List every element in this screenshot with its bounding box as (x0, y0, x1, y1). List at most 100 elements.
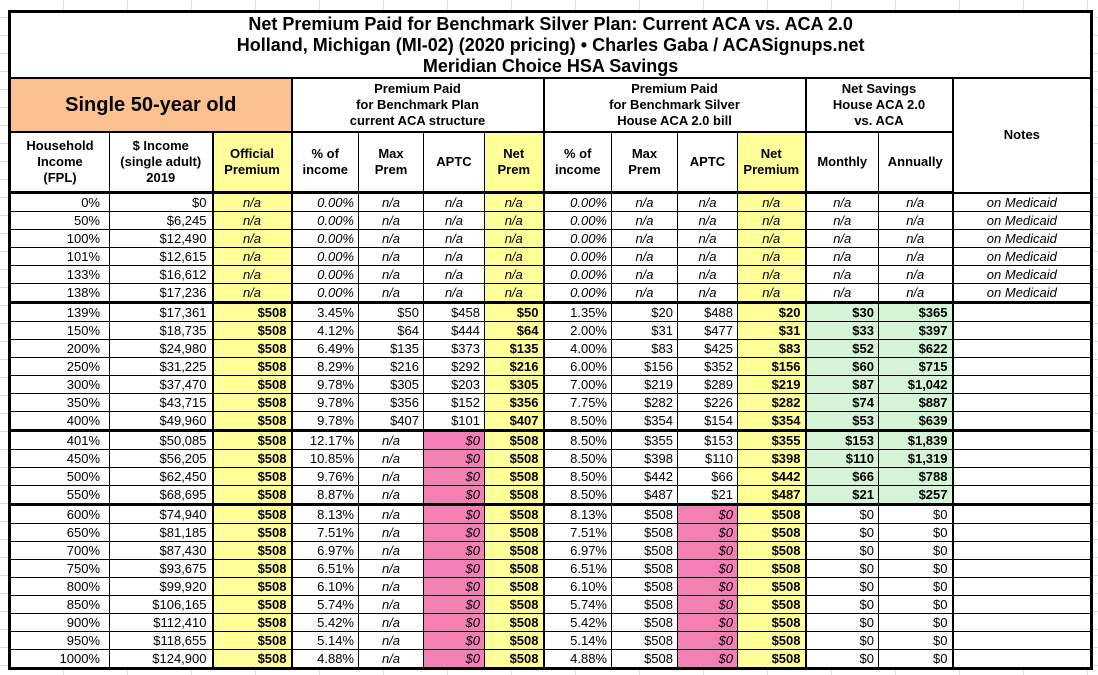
cell-savings-annually: $257 (878, 485, 953, 505)
cell-house-net-premium: $508 (737, 577, 806, 596)
cell-official-premium: $508 (211, 449, 292, 468)
cell-house-pct-income: 8.50% (542, 411, 612, 431)
cell-savings-annually: $0 (878, 559, 953, 578)
cell-aca-pct-income: 6.51% (290, 559, 359, 578)
cell-aca-pct-income: 5.14% (290, 631, 359, 650)
cell-note (951, 411, 1093, 431)
cell-aca-max-prem: n/a (358, 192, 424, 212)
cell-aca-aptc: n/a (423, 211, 485, 230)
cell-official-premium: $508 (211, 649, 292, 669)
cell-aca-net-prem: $135 (484, 339, 544, 358)
cell-house-pct-income: 1.35% (542, 301, 612, 322)
cell-fpl: 550% (9, 485, 110, 505)
notes-header: Notes (951, 77, 1093, 194)
cell-house-max-prem: $83 (611, 339, 678, 358)
cell-savings-annually: $0 (878, 613, 953, 632)
cell-aca-max-prem: $216 (358, 357, 424, 376)
cell-note (951, 559, 1093, 578)
cell-aca-net-prem: $508 (484, 577, 544, 596)
cell-house-max-prem: $442 (611, 467, 678, 486)
cell-aca-max-prem: n/a (358, 429, 424, 450)
cell-savings-monthly: $30 (804, 301, 879, 322)
cell-savings-annually: $622 (878, 339, 953, 358)
cell-house-max-prem: $355 (611, 429, 678, 450)
cell-house-aptc: n/a (677, 211, 738, 230)
cell-savings-annually: n/a (878, 247, 953, 266)
cell-house-net-premium: $508 (737, 503, 806, 524)
cell-fpl: 600% (9, 503, 110, 524)
cell-aca-pct-income: 9.78% (290, 411, 359, 431)
cell-aca-net-prem: $508 (484, 613, 544, 632)
group-persona: Single 50-year old (9, 77, 292, 133)
cell-savings-monthly: $0 (804, 559, 879, 578)
cell-aca-net-prem: n/a (484, 283, 544, 303)
cell-aca-aptc: $373 (423, 339, 485, 358)
cell-savings-monthly: $0 (804, 649, 879, 669)
cell-aca-aptc: $0 (423, 503, 485, 524)
cell-house-aptc: n/a (677, 229, 738, 248)
cell-aca-net-prem: $508 (484, 429, 544, 450)
cell-official-premium: $508 (211, 301, 292, 322)
title-row: Net Premium Paid for Benchmark Silver Pl… (8, 11, 1093, 79)
cell-house-net-premium: $83 (737, 339, 806, 358)
cell-savings-monthly: n/a (804, 265, 879, 284)
cell-note (951, 649, 1093, 669)
cell-house-pct-income: 6.00% (542, 357, 612, 376)
cell-official-premium: $508 (211, 393, 292, 412)
cell-savings-annually: $365 (878, 301, 953, 322)
cell-house-aptc: $154 (677, 411, 738, 431)
cell-aca-pct-income: 0.00% (290, 247, 359, 266)
cell-aca-net-prem: $508 (484, 559, 544, 578)
cell-fpl: 1000% (9, 649, 110, 669)
cell-income: $118,655 (109, 631, 213, 650)
cell-house-aptc: $226 (677, 393, 738, 412)
cell-house-net-premium: $398 (737, 449, 806, 468)
cell-aca-max-prem: n/a (358, 613, 424, 632)
cell-savings-annually: $0 (878, 523, 953, 542)
cell-house-pct-income: 8.50% (542, 449, 612, 468)
cell-savings-monthly: n/a (804, 211, 879, 230)
table-row: 138% $17,236 n/a 0.00% n/a n/a n/a 0.00%… (9, 283, 1093, 303)
cell-fpl: 950% (9, 631, 110, 650)
cell-aca-net-prem: $508 (484, 503, 544, 524)
cell-aca-pct-income: 0.00% (290, 283, 359, 303)
cell-house-aptc: $0 (677, 631, 738, 650)
cell-aca-net-prem: $508 (484, 485, 544, 505)
table-row: 400% $49,960 $508 9.78% $407 $101 $407 8… (9, 411, 1093, 431)
cell-house-net-premium: n/a (737, 265, 806, 284)
cell-income: $37,470 (109, 375, 213, 394)
cell-house-pct-income: 0.00% (542, 211, 612, 230)
cell-house-pct-income: 0.00% (542, 283, 612, 303)
table-row: 101% $12,615 n/a 0.00% n/a n/a n/a 0.00%… (9, 247, 1093, 266)
cell-house-net-premium: n/a (737, 229, 806, 248)
cell-savings-monthly: n/a (804, 192, 879, 212)
cell-aca-net-prem: $305 (484, 375, 544, 394)
cell-aca-net-prem: n/a (484, 229, 544, 248)
cell-house-aptc: $0 (677, 541, 738, 560)
cell-savings-annually: $1,319 (878, 449, 953, 468)
cell-fpl: 401% (9, 429, 110, 450)
cell-official-premium: $508 (211, 357, 292, 376)
cell-house-pct-income: 7.51% (542, 523, 612, 542)
cell-house-pct-income: 0.00% (542, 229, 612, 248)
cell-savings-annually: $1,839 (878, 429, 953, 450)
cell-fpl: 650% (9, 523, 110, 542)
cell-aca-pct-income: 4.88% (290, 649, 359, 669)
cell-official-premium: $508 (211, 339, 292, 358)
cell-savings-monthly: n/a (804, 283, 879, 303)
cell-official-premium: $508 (211, 595, 292, 614)
col-house-aptc: APTC (677, 131, 738, 194)
cell-aca-aptc: n/a (423, 192, 485, 212)
cell-savings-monthly: $33 (804, 321, 879, 340)
col-aca-max-prem: Max Prem (358, 131, 424, 194)
cell-house-aptc: $488 (677, 301, 738, 322)
table-row: 250% $31,225 $508 8.29% $216 $292 $216 6… (9, 357, 1093, 376)
cell-savings-annually: $0 (878, 631, 953, 650)
table-row: 139% $17,361 $508 3.45% $50 $458 $50 1.3… (9, 301, 1093, 322)
cell-aca-net-prem: $508 (484, 523, 544, 542)
cell-house-net-premium: $508 (737, 523, 806, 542)
cell-aca-aptc: $458 (423, 301, 485, 322)
cell-income: $87,430 (109, 541, 213, 560)
cell-savings-monthly: $0 (804, 631, 879, 650)
